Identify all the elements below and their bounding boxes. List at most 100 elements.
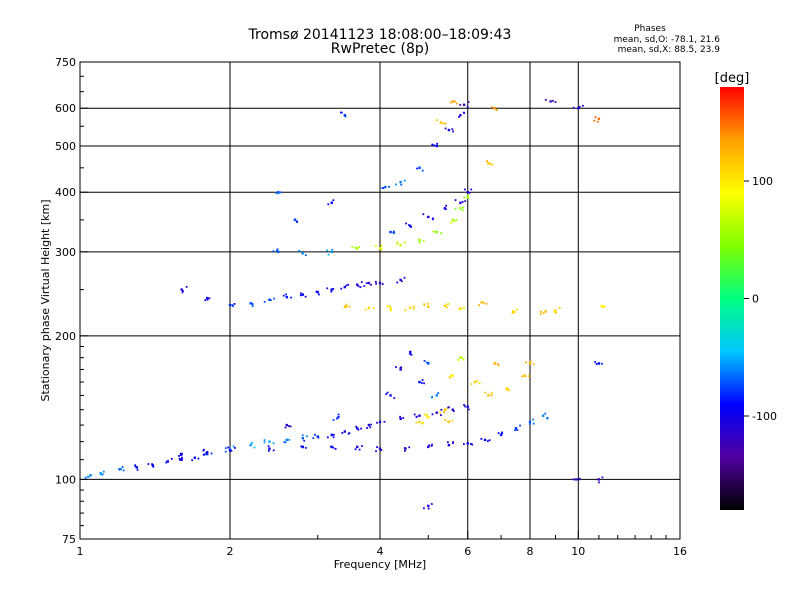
data-point-echo xyxy=(331,201,333,204)
data-point xyxy=(343,305,347,309)
data-point-echo xyxy=(402,417,405,419)
data-point xyxy=(249,302,252,305)
data-point-echo xyxy=(552,99,554,102)
data-point-echo xyxy=(463,307,465,310)
data-point xyxy=(343,285,347,289)
data-point-echo xyxy=(354,246,357,249)
data-point-echo xyxy=(532,422,535,425)
data-point-echo xyxy=(601,362,603,365)
data-point-echo xyxy=(425,361,428,364)
data-point xyxy=(330,250,333,254)
data-point-echo xyxy=(327,253,330,256)
data-point-echo xyxy=(208,297,211,300)
data-point xyxy=(384,185,387,189)
data-point-echo xyxy=(410,353,413,356)
data-point-echo xyxy=(478,382,481,385)
data-point-echo xyxy=(409,352,412,355)
data-point xyxy=(466,442,469,445)
data-point-echo xyxy=(466,196,469,199)
data-point-echo xyxy=(558,306,561,309)
data-point xyxy=(277,191,280,194)
data-point-echo xyxy=(445,303,448,306)
data-point-echo xyxy=(202,453,205,456)
data-point-echo xyxy=(121,466,124,468)
data-point-echo xyxy=(136,468,139,471)
data-point xyxy=(277,250,280,254)
data-point-echo xyxy=(546,417,549,420)
data-point xyxy=(135,466,138,469)
data-point-echo xyxy=(463,443,465,446)
data-point-echo xyxy=(470,383,473,386)
data-point xyxy=(301,437,305,440)
data-point xyxy=(451,374,455,377)
data-point-echo xyxy=(578,478,581,481)
data-point-echo xyxy=(597,478,599,481)
data-point-echo xyxy=(386,391,389,394)
data-point-echo xyxy=(454,100,456,103)
data-point-echo xyxy=(413,413,416,416)
x-tick-label: 2 xyxy=(227,545,234,558)
data-point xyxy=(451,408,455,411)
data-point-echo xyxy=(276,248,279,251)
data-point xyxy=(528,420,532,424)
data-point xyxy=(459,207,462,210)
data-point-echo xyxy=(467,194,469,196)
data-point xyxy=(330,433,333,437)
x-tick-label: 10 xyxy=(571,545,585,558)
data-point-echo xyxy=(485,302,488,305)
data-point-echo xyxy=(511,312,514,314)
data-point-echo xyxy=(332,433,335,436)
data-point-echo xyxy=(203,448,205,451)
data-point-echo xyxy=(451,442,454,445)
data-point-echo xyxy=(180,456,183,459)
data-point xyxy=(514,427,518,430)
data-point-echo xyxy=(404,309,407,312)
data-point-echo xyxy=(122,469,125,472)
data-point xyxy=(427,416,430,419)
data-point-echo xyxy=(376,446,378,448)
data-point-echo xyxy=(450,221,453,224)
data-point-echo xyxy=(501,432,504,435)
data-point xyxy=(451,218,455,222)
data-point-echo xyxy=(440,408,443,411)
data-point xyxy=(511,310,515,313)
data-point-echo xyxy=(431,413,434,416)
data-point-echo xyxy=(452,410,455,412)
data-point-echo xyxy=(452,130,454,133)
data-point-echo xyxy=(341,431,344,434)
data-point-echo xyxy=(519,424,521,427)
data-point-echo xyxy=(386,305,389,307)
data-point-echo xyxy=(428,444,431,447)
data-point-echo xyxy=(366,427,368,429)
data-point xyxy=(466,191,469,194)
data-point-echo xyxy=(415,421,418,424)
data-point-echo xyxy=(491,106,493,109)
data-point-echo xyxy=(430,445,433,447)
data-point-echo xyxy=(375,282,378,285)
data-point-echo xyxy=(339,111,342,114)
data-point-echo xyxy=(539,313,542,316)
data-point-echo xyxy=(134,464,136,467)
data-point-echo xyxy=(521,375,523,378)
data-point-echo xyxy=(84,476,87,479)
data-point-echo xyxy=(464,188,466,191)
data-point-echo xyxy=(284,441,287,444)
x-tick-label: 4 xyxy=(377,545,384,558)
data-point-echo xyxy=(478,304,480,307)
data-point-echo xyxy=(345,305,348,308)
data-point xyxy=(541,414,545,417)
data-point-echo xyxy=(451,128,454,131)
data-point-echo xyxy=(415,415,418,418)
data-point-echo xyxy=(443,411,445,414)
data-point-echo xyxy=(379,421,381,424)
data-point xyxy=(355,283,359,286)
data-point-echo xyxy=(358,448,361,451)
data-point-echo xyxy=(251,302,254,305)
data-point-echo xyxy=(357,428,360,431)
data-point-echo xyxy=(381,283,384,286)
data-point xyxy=(355,427,359,430)
data-point-echo xyxy=(100,473,102,476)
data-point-echo xyxy=(267,449,270,452)
data-point-echo xyxy=(497,363,499,366)
data-point-echo xyxy=(508,389,511,392)
